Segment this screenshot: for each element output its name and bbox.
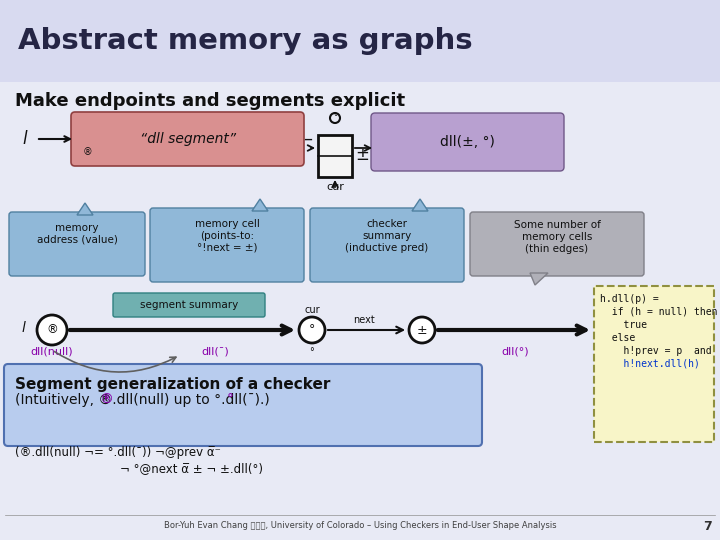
Text: Abstract memory as graphs: Abstract memory as graphs <box>18 27 472 55</box>
Text: ®: ® <box>99 393 113 407</box>
Text: (points-to:: (points-to: <box>200 231 254 241</box>
FancyBboxPatch shape <box>9 212 145 276</box>
Text: “dll segment”: “dll segment” <box>140 132 236 146</box>
Polygon shape <box>530 273 548 285</box>
Text: (Intuitively, ®.dll(null) up to °.dll(¯).): (Intuitively, ®.dll(null) up to °.dll(¯)… <box>15 393 270 407</box>
Bar <box>318 135 352 177</box>
Bar <box>0 82 720 540</box>
Text: memory: memory <box>55 223 99 233</box>
Text: h!prev = p  and: h!prev = p and <box>600 346 711 356</box>
FancyBboxPatch shape <box>310 208 464 282</box>
Text: ±: ± <box>417 323 427 336</box>
Text: h.dll(p) =: h.dll(p) = <box>600 294 659 304</box>
Text: °: ° <box>309 323 315 336</box>
Text: if (h = null) then: if (h = null) then <box>600 307 718 317</box>
Text: Make endpoints and segments explicit: Make endpoints and segments explicit <box>15 92 405 110</box>
FancyBboxPatch shape <box>150 208 304 282</box>
Text: cur: cur <box>304 305 320 315</box>
Text: l: l <box>22 130 27 148</box>
Text: °: ° <box>310 347 315 357</box>
Text: memory cell: memory cell <box>194 219 259 229</box>
Text: Bor-Yuh Evan Chang 張博丰, University of Colorado – Using Checkers in End-User Shap: Bor-Yuh Evan Chang 張博丰, University of Co… <box>163 522 557 530</box>
Bar <box>0 0 720 82</box>
Polygon shape <box>252 199 268 211</box>
Text: memory cells: memory cells <box>522 232 592 242</box>
Text: ¬ °@next α̅ ± ¬ ±.dll(°): ¬ °@next α̅ ± ¬ ±.dll(°) <box>120 462 263 475</box>
Text: (®.dll(null) ¬= °.dll(¯)) ¬@prev α̅⁻: (®.dll(null) ¬= °.dll(¯)) ¬@prev α̅⁻ <box>15 446 221 459</box>
Text: °!next = ±): °!next = ±) <box>197 243 257 253</box>
Text: –: – <box>304 130 312 148</box>
Text: l: l <box>22 321 26 335</box>
Text: (inductive pred): (inductive pred) <box>346 243 428 253</box>
Text: (thin edges): (thin edges) <box>526 244 588 254</box>
Text: °: ° <box>227 393 234 407</box>
FancyBboxPatch shape <box>4 364 482 446</box>
Text: else: else <box>600 333 635 343</box>
Text: true: true <box>600 320 647 330</box>
Text: ®: ® <box>83 147 93 157</box>
Text: summary: summary <box>362 231 412 241</box>
Circle shape <box>37 315 67 345</box>
Text: 7: 7 <box>703 519 712 532</box>
Text: dll(°): dll(°) <box>501 347 528 357</box>
FancyBboxPatch shape <box>113 293 265 317</box>
Text: ±: ± <box>355 146 369 164</box>
Text: Some number of: Some number of <box>513 220 600 230</box>
Text: °: ° <box>333 113 337 123</box>
Text: next: next <box>353 315 375 325</box>
Text: Segment generalization of a checker: Segment generalization of a checker <box>15 377 330 392</box>
Text: address (value): address (value) <box>37 235 117 245</box>
Polygon shape <box>77 203 93 215</box>
Text: segment summary: segment summary <box>140 300 238 310</box>
Polygon shape <box>412 199 428 211</box>
Text: checker: checker <box>366 219 408 229</box>
FancyBboxPatch shape <box>71 112 304 166</box>
FancyBboxPatch shape <box>371 113 564 171</box>
Text: cur: cur <box>326 182 344 192</box>
Text: dll(¯): dll(¯) <box>201 347 229 357</box>
Text: ®: ® <box>46 323 58 336</box>
Text: dll(null): dll(null) <box>31 347 73 357</box>
Circle shape <box>299 317 325 343</box>
FancyBboxPatch shape <box>470 212 644 276</box>
Circle shape <box>409 317 435 343</box>
Text: dll(±, °): dll(±, °) <box>440 135 495 149</box>
FancyBboxPatch shape <box>594 286 714 442</box>
Text: h!next.dll(h): h!next.dll(h) <box>600 359 700 369</box>
